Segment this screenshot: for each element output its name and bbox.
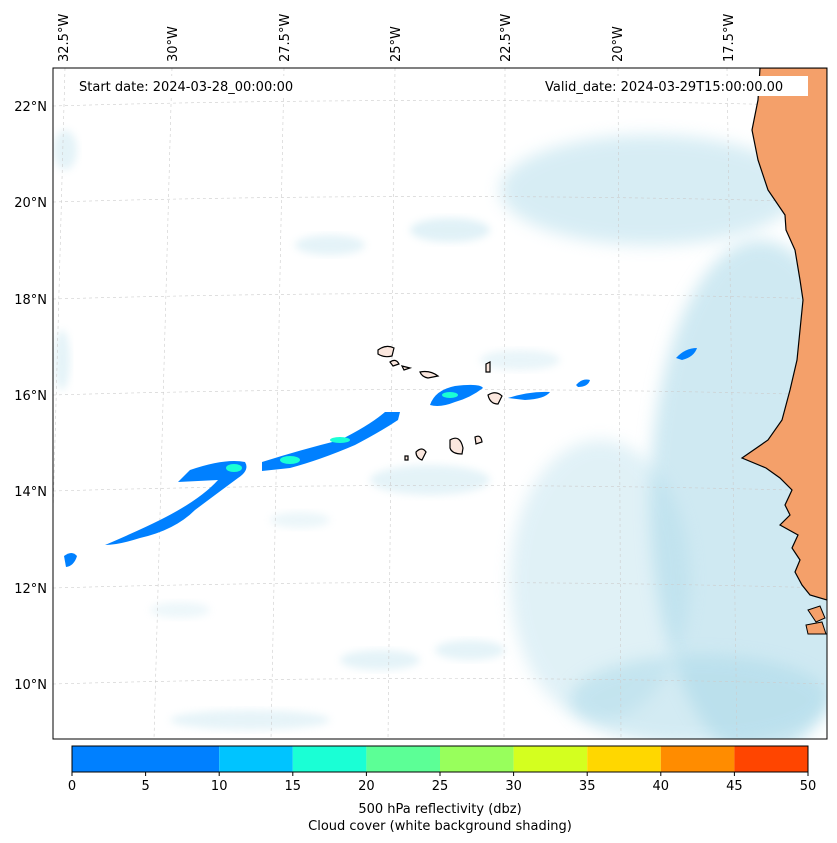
lat-label: 18°N: [14, 293, 47, 308]
colorbar-swatch: [513, 746, 588, 772]
lat-label: 22°N: [14, 100, 47, 115]
lat-label: 12°N: [14, 582, 47, 597]
graticule: [53, 68, 827, 739]
valid-date-box: [538, 76, 808, 96]
colorbar-tick-label: 15: [285, 779, 302, 794]
lat-label: 10°N: [14, 678, 47, 693]
cape-verde-islands: [377, 345, 503, 461]
colorbar-tick-label: 20: [358, 779, 375, 794]
colorbar-label-line1: 500 hPa reflectivity (dbz): [358, 802, 521, 817]
map-frame: [52, 67, 828, 740]
colorbar-tick-label: 45: [726, 779, 743, 794]
lon-label: 17.5°W: [722, 14, 737, 62]
colorbar-tick-label: 40: [653, 779, 670, 794]
start-date-label: Start date: 2024-03-28_00:00:00: [79, 80, 293, 95]
lon-label: 30°W: [166, 26, 181, 62]
colorbar-swatch: [219, 746, 293, 772]
colorbar-tick-label: 5: [141, 779, 149, 794]
lon-label: 22.5°W: [499, 14, 514, 62]
longitude-labels: 32.5°W 30°W 27.5°W 25°W 22.5°W 20°W 17.5…: [57, 14, 737, 62]
colorbar-swatches: [72, 746, 808, 772]
colorbar-tick-label: 35: [579, 779, 596, 794]
reflectivity-cores: [226, 392, 458, 472]
lon-label: 25°W: [389, 26, 404, 62]
colorbar-label-line2: Cloud cover (white background shading): [308, 819, 572, 834]
colorbar-tick-label: 50: [800, 779, 817, 794]
lon-label: 20°W: [611, 26, 626, 62]
lon-label: 32.5°W: [57, 14, 72, 62]
africa-land-south: [805, 605, 827, 635]
colorbar-ticks: 0 5 10 15 20 25 30 35 40 45 50: [68, 772, 816, 794]
cloud-cover-shading: [53, 130, 827, 739]
start-date-box: [73, 76, 317, 96]
lat-label: 14°N: [14, 485, 47, 500]
lat-label: 20°N: [14, 196, 47, 211]
colorbar-tick-label: 0: [68, 779, 76, 794]
colorbar-tick-label: 30: [505, 779, 522, 794]
valid-date-label: Valid_date: 2024-03-29T15:00:00.00: [545, 80, 783, 95]
colorbar-swatch: [660, 746, 735, 772]
colorbar-swatch: [734, 746, 808, 772]
colorbar-tick-label: 25: [432, 779, 449, 794]
colorbar-swatch: [366, 746, 440, 772]
colorbar-swatch: [72, 746, 220, 772]
lat-label: 16°N: [14, 389, 47, 404]
colorbar-tick-label: 10: [211, 779, 228, 794]
africa-land: [740, 68, 827, 601]
colorbar-swatch: [587, 746, 661, 772]
lon-label: 27.5°W: [278, 14, 293, 62]
colorbar-swatch: [292, 746, 367, 772]
latitude-labels: 22°N 20°N 18°N 16°N 14°N 12°N 10°N: [14, 100, 47, 693]
colorbar-swatch: [440, 746, 514, 772]
